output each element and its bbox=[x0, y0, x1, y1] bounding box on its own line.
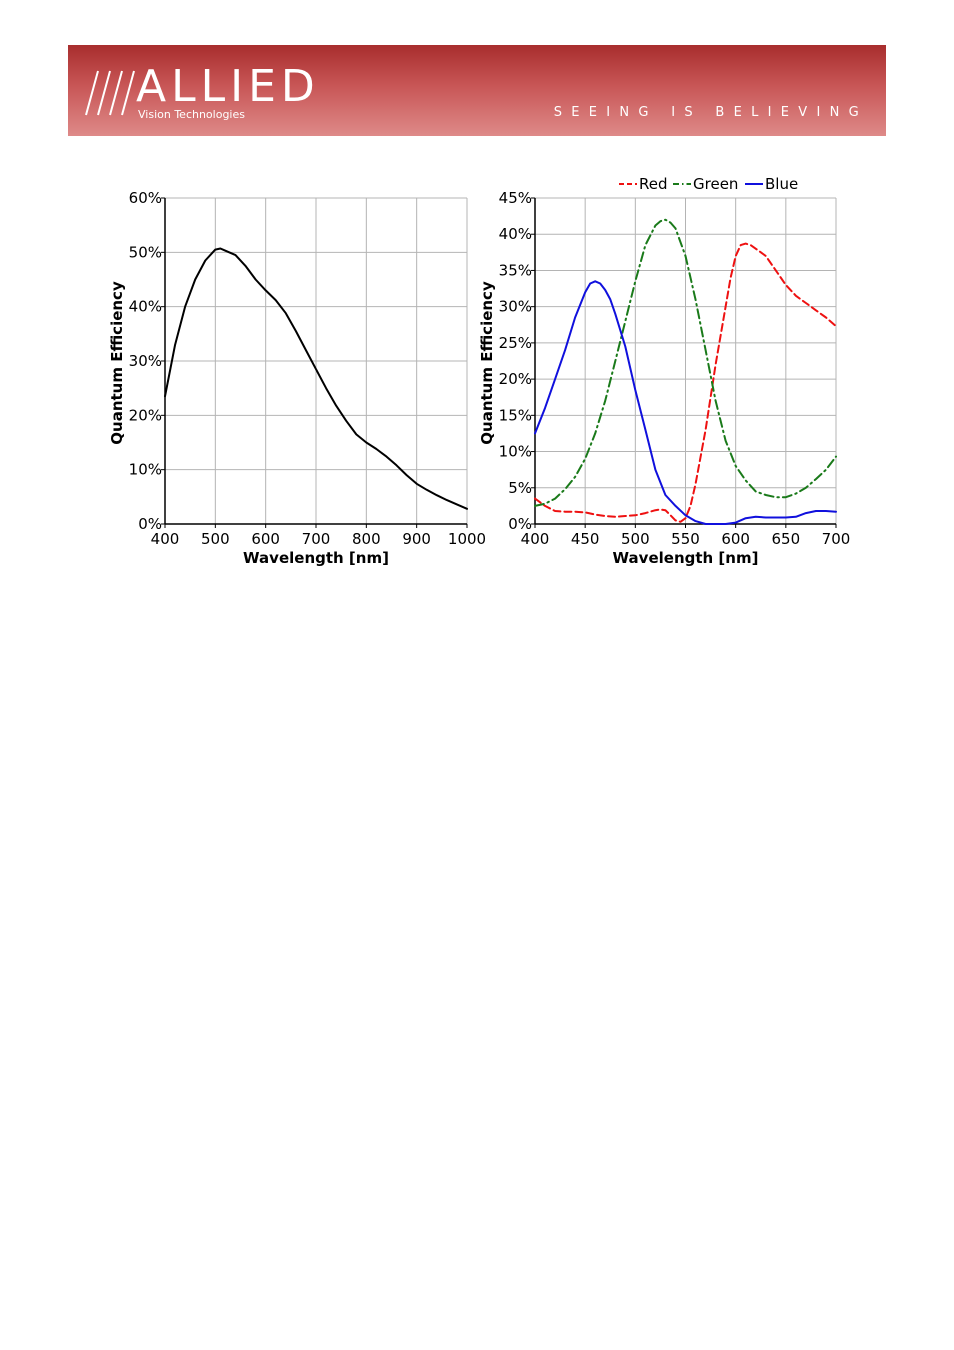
series-line-qe bbox=[164, 247, 468, 510]
x-tick-label: 500 bbox=[621, 530, 650, 548]
y-tick-label: 5% bbox=[508, 479, 532, 497]
x-tick-label: 450 bbox=[571, 530, 600, 548]
x-tick-label: 700 bbox=[822, 530, 851, 548]
page-header-banner: ALLIED Vision Technologies SEEING IS BEL… bbox=[68, 45, 886, 136]
x-tick-label: 600 bbox=[251, 530, 280, 548]
series-line-green bbox=[534, 218, 837, 507]
x-tick-label: 800 bbox=[352, 530, 381, 548]
y-tick-label: 20% bbox=[499, 370, 532, 388]
x-tick-label: 550 bbox=[671, 530, 700, 548]
x-axis-title: Wavelength [nm] bbox=[613, 549, 759, 567]
logo-subtitle: Vision Technologies bbox=[138, 108, 245, 121]
y-tick-label: 50% bbox=[129, 243, 162, 261]
x-tick-label: 400 bbox=[151, 530, 180, 548]
x-tick-label: 900 bbox=[402, 530, 431, 548]
y-tick-label: 40% bbox=[129, 298, 162, 316]
y-tick-label: 10% bbox=[499, 443, 532, 461]
y-tick-label: 0% bbox=[138, 515, 162, 533]
x-tick-label: 400 bbox=[521, 530, 550, 548]
logo-text: ALLIED bbox=[136, 61, 320, 112]
series-line-red bbox=[534, 242, 837, 523]
y-tick-label: 25% bbox=[499, 334, 532, 352]
y-axis-title: Quantum Efficiency bbox=[478, 281, 496, 445]
y-tick-label: 10% bbox=[129, 461, 162, 479]
x-tick-label: 700 bbox=[302, 530, 331, 548]
y-axis-title: Quantum Efficiency bbox=[108, 281, 126, 445]
company-logo: ALLIED Vision Technologies bbox=[84, 63, 384, 125]
y-tick-label: 15% bbox=[499, 406, 532, 424]
y-tick-label: 40% bbox=[499, 225, 532, 243]
legend-label-red: Red bbox=[639, 175, 668, 193]
series-line-blue bbox=[534, 280, 837, 525]
x-tick-label: 1000 bbox=[448, 530, 486, 548]
color-qe-chart: 400 450 500 550 600 650 700 0% 5% 10% 15% 20% 25% 30%… bbox=[478, 175, 851, 567]
y-tick-label: 60% bbox=[129, 189, 162, 207]
x-tick-label: 650 bbox=[772, 530, 801, 548]
y-tick-label: 0% bbox=[508, 515, 532, 533]
x-tick-label: 500 bbox=[201, 530, 230, 548]
tagline: SEEING IS BELIEVING bbox=[553, 105, 868, 120]
y-tick-label: 30% bbox=[129, 352, 162, 370]
monochrome-qe-chart: 400 500 600 700 800 900 1000 0% 10% 20% 30% 40% 50% 6… bbox=[108, 189, 486, 567]
y-tick-label: 30% bbox=[499, 298, 532, 316]
legend-label-blue: Blue bbox=[765, 175, 798, 193]
legend-label-green: Green bbox=[693, 175, 738, 193]
y-tick-label: 45% bbox=[499, 189, 532, 207]
x-axis-title: Wavelength [nm] bbox=[243, 549, 389, 567]
logo-slashes-icon bbox=[85, 70, 135, 116]
x-tick-label: 600 bbox=[721, 530, 750, 548]
y-tick-label: 20% bbox=[129, 406, 162, 424]
y-tick-label: 35% bbox=[499, 261, 532, 279]
